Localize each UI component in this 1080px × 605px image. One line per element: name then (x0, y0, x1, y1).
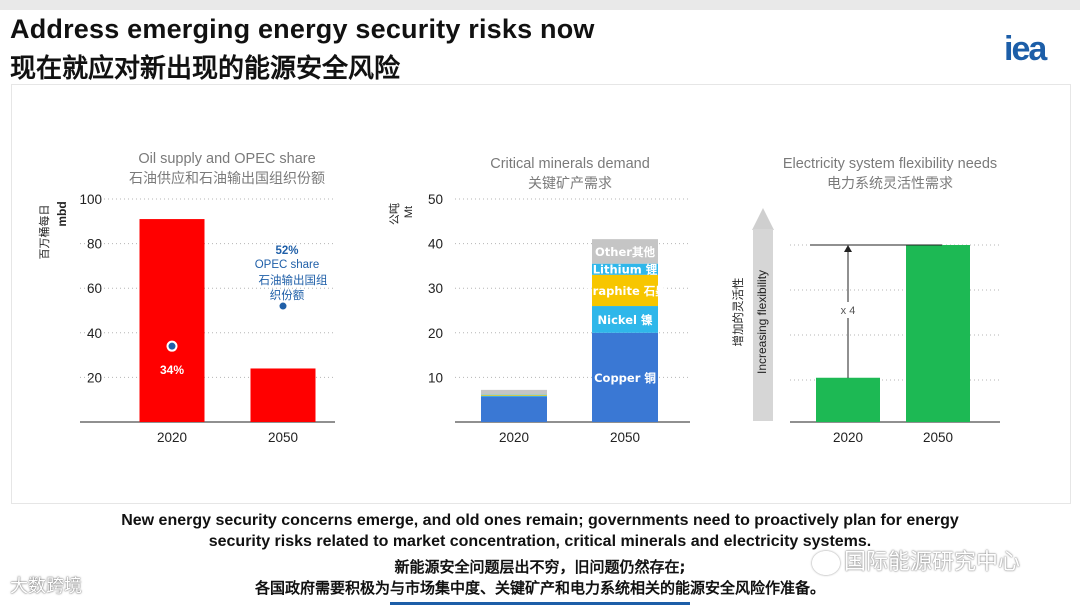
minerals-ylabel-zh: 公吨 (388, 203, 401, 225)
oil-ylabel-zh: 百万桶每日 (37, 205, 51, 260)
minerals-ytick-label: 40 (428, 237, 443, 252)
minerals-chart-subtitle: 关键矿产需求 (528, 176, 612, 192)
flex-arrow-shaft (753, 229, 773, 421)
minerals-chart: Critical minerals demand 关键矿产需求 公吨 Mt 10… (388, 156, 690, 445)
caption-zh-line1: 新能源安全问题层出不穷，旧问题仍然存在; (394, 558, 686, 576)
minerals-bar-segment (481, 389, 547, 395)
flex-arrow-label: Increasing flexibility (755, 270, 769, 374)
minerals-xtick-label: 2050 (610, 430, 640, 445)
oil-ylabel: mbd (55, 201, 69, 226)
minerals-bar-segment (592, 332, 658, 422)
top-bar (0, 0, 1080, 10)
flex-chart-subtitle: 电力系统灵活性需求 (827, 176, 953, 192)
minerals-bar-segment (592, 274, 658, 307)
flex-multiplier-bg (834, 302, 862, 318)
oil-chart-subtitle: 石油供应和石油输出国组织份额 (129, 170, 325, 187)
flex-chart-title: Electricity system flexibility needs (783, 156, 997, 172)
minerals-bar-segment (592, 239, 658, 264)
flex-arrow-head (752, 208, 774, 230)
opec-share-2050-label: 52% (275, 245, 298, 257)
opec-share-2020-label: 34% (160, 363, 184, 377)
oil-chart: Oil supply and OPEC share 石油供应和石油输出国组织份额… (37, 151, 335, 445)
oil-ytick-label: 60 (87, 281, 102, 296)
wechat-icon (812, 551, 840, 575)
oil-ytick-label: 100 (79, 192, 102, 207)
oil-ytick-label: 40 (87, 326, 102, 341)
flex-xtick-label: 2020 (833, 430, 863, 445)
minerals-ylabel: Mt (403, 206, 415, 218)
flex-multiplier-label: x 4 (841, 305, 856, 317)
oil-ytick-label: 80 (87, 237, 102, 252)
minerals-bar-segment (481, 395, 547, 397)
caption-en-line1: New energy security concerns emerge, and… (121, 512, 959, 529)
opec-share-annotation-zh1: 石油输出国组 (259, 273, 328, 287)
oil-bar (250, 368, 316, 422)
minerals-segment-label: Lithium 锂 (593, 263, 658, 277)
oil-xtick-label: 2020 (157, 430, 187, 445)
flex-bar (816, 377, 880, 422)
minerals-ytick-label: 20 (428, 326, 443, 341)
bottom-accent-line (390, 602, 690, 605)
iea-logo: iea (1004, 30, 1047, 68)
minerals-segment-label: Other其他 (595, 245, 655, 259)
flex-bar (906, 245, 970, 422)
oil-ytick-label: 20 (87, 370, 102, 385)
caption-zh-line2: 各国政府需要积极为与市场集中度、关键矿产和电力系统相关的能源安全风险作准备。 (254, 579, 825, 597)
watermark-right-text: 国际能源研究中心 (844, 550, 1021, 575)
minerals-bar-segment (592, 306, 658, 333)
watermark-right: 国际能源研究中心 (812, 544, 1020, 576)
caption-en-line2: security risks related to market concent… (208, 533, 872, 550)
flex-arrow-label-zh: 增加的灵活性 (731, 278, 745, 347)
minerals-segment-label: Graphite 石墨 (583, 284, 667, 298)
minerals-ytick-label: 30 (428, 281, 443, 296)
page-title: Address emerging energy security risks n… (10, 14, 595, 44)
opec-share-2050-marker (279, 302, 287, 310)
opec-share-2020-marker (168, 342, 176, 350)
flex-xtick-label: 2050 (923, 430, 953, 445)
watermark-left: 大数跨境 (10, 572, 82, 598)
flex-multiplier-arrow-head (844, 245, 852, 252)
page-title-zh: 现在就应对新出现的能源安全风险 (10, 54, 401, 84)
minerals-bar-segment (592, 263, 658, 275)
minerals-bar-segment (481, 396, 547, 422)
minerals-bar-segment (481, 394, 547, 396)
flex-chart: Electricity system flexibility needs 电力系… (731, 156, 1000, 445)
watermark-left-text: 大数跨境 (10, 576, 82, 597)
opec-share-annotation-zh2: 织份额 (270, 288, 305, 302)
minerals-xtick-label: 2020 (499, 430, 529, 445)
minerals-chart-title: Critical minerals demand (490, 156, 650, 172)
opec-share-annotation-en: OPEC share (255, 259, 320, 271)
oil-bar (139, 219, 205, 422)
minerals-segment-label: Nickel 镍 (598, 313, 653, 327)
oil-chart-title: Oil supply and OPEC share (138, 151, 315, 167)
minerals-ytick-label: 50 (428, 192, 443, 207)
minerals-ytick-label: 10 (428, 370, 443, 385)
oil-xtick-label: 2050 (268, 430, 298, 445)
minerals-segment-label: Copper 铜 (594, 371, 656, 385)
